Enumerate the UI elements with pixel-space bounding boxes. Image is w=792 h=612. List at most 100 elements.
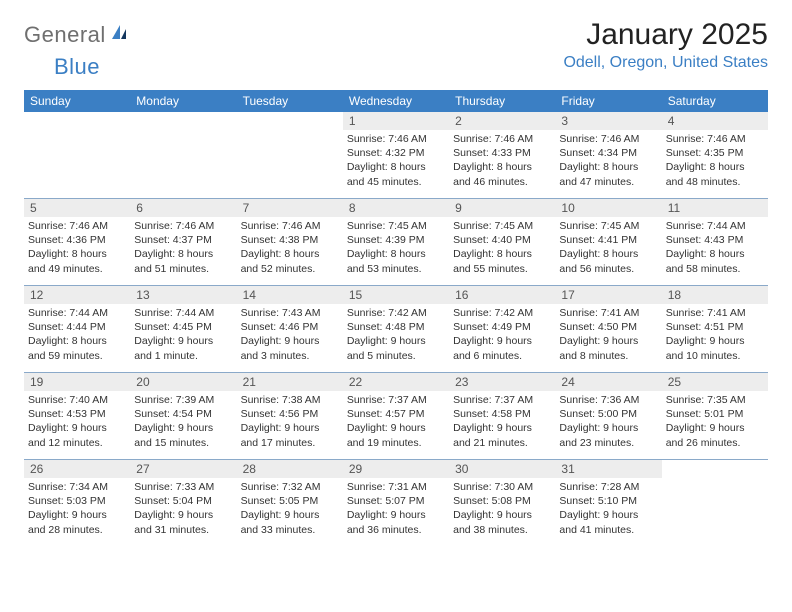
weekday-label: Friday [555, 90, 661, 112]
calendar-day: 22Sunrise: 7:37 AMSunset: 4:57 PMDayligh… [343, 373, 449, 459]
calendar-day: 18Sunrise: 7:41 AMSunset: 4:51 PMDayligh… [662, 286, 768, 372]
day-details: Sunrise: 7:28 AMSunset: 5:10 PMDaylight:… [555, 478, 661, 541]
day-details: Sunrise: 7:32 AMSunset: 5:05 PMDaylight:… [237, 478, 343, 541]
sunrise-text: Sunrise: 7:46 AM [134, 219, 232, 233]
day-number: 9 [449, 199, 555, 217]
calendar-day: 1Sunrise: 7:46 AMSunset: 4:32 PMDaylight… [343, 112, 449, 198]
calendar-day: 13Sunrise: 7:44 AMSunset: 4:45 PMDayligh… [130, 286, 236, 372]
daylight-text: Daylight: 8 hours and 58 minutes. [666, 247, 764, 275]
calendar-day: 31Sunrise: 7:28 AMSunset: 5:10 PMDayligh… [555, 460, 661, 546]
sunset-text: Sunset: 5:07 PM [347, 494, 445, 508]
sunrise-text: Sunrise: 7:38 AM [241, 393, 339, 407]
sunrise-text: Sunrise: 7:30 AM [453, 480, 551, 494]
sunrise-text: Sunrise: 7:34 AM [28, 480, 126, 494]
day-number: 4 [662, 112, 768, 130]
sunset-text: Sunset: 5:08 PM [453, 494, 551, 508]
calendar-day: 26Sunrise: 7:34 AMSunset: 5:03 PMDayligh… [24, 460, 130, 546]
day-number: 24 [555, 373, 661, 391]
day-details: Sunrise: 7:35 AMSunset: 5:01 PMDaylight:… [662, 391, 768, 454]
day-details: Sunrise: 7:42 AMSunset: 4:48 PMDaylight:… [343, 304, 449, 367]
calendar-day [130, 112, 236, 198]
calendar-week: 19Sunrise: 7:40 AMSunset: 4:53 PMDayligh… [24, 372, 768, 459]
calendar-day: 28Sunrise: 7:32 AMSunset: 5:05 PMDayligh… [237, 460, 343, 546]
day-details: Sunrise: 7:45 AMSunset: 4:41 PMDaylight:… [555, 217, 661, 280]
weekday-label: Wednesday [343, 90, 449, 112]
calendar-day: 19Sunrise: 7:40 AMSunset: 4:53 PMDayligh… [24, 373, 130, 459]
sunrise-text: Sunrise: 7:46 AM [666, 132, 764, 146]
day-number: 12 [24, 286, 130, 304]
calendar-day [237, 112, 343, 198]
sunrise-text: Sunrise: 7:33 AM [134, 480, 232, 494]
sunset-text: Sunset: 4:56 PM [241, 407, 339, 421]
day-details: Sunrise: 7:44 AMSunset: 4:44 PMDaylight:… [24, 304, 130, 367]
daylight-text: Daylight: 8 hours and 53 minutes. [347, 247, 445, 275]
day-number: 29 [343, 460, 449, 478]
day-details: Sunrise: 7:43 AMSunset: 4:46 PMDaylight:… [237, 304, 343, 367]
sunrise-text: Sunrise: 7:41 AM [559, 306, 657, 320]
calendar-day [662, 460, 768, 546]
brand-logo: General [24, 18, 132, 48]
day-details: Sunrise: 7:46 AMSunset: 4:32 PMDaylight:… [343, 130, 449, 193]
daylight-text: Daylight: 9 hours and 38 minutes. [453, 508, 551, 536]
day-number: 23 [449, 373, 555, 391]
calendar-day: 20Sunrise: 7:39 AMSunset: 4:54 PMDayligh… [130, 373, 236, 459]
sunset-text: Sunset: 4:44 PM [28, 320, 126, 334]
calendar-day: 3Sunrise: 7:46 AMSunset: 4:34 PMDaylight… [555, 112, 661, 198]
location-label: Odell, Oregon, United States [563, 54, 768, 72]
daylight-text: Daylight: 8 hours and 59 minutes. [28, 334, 126, 362]
calendar-day: 27Sunrise: 7:33 AMSunset: 5:04 PMDayligh… [130, 460, 236, 546]
day-details: Sunrise: 7:46 AMSunset: 4:34 PMDaylight:… [555, 130, 661, 193]
day-number: 11 [662, 199, 768, 217]
daylight-text: Daylight: 9 hours and 26 minutes. [666, 421, 764, 449]
sunrise-text: Sunrise: 7:45 AM [347, 219, 445, 233]
sunrise-text: Sunrise: 7:46 AM [347, 132, 445, 146]
calendar-day: 25Sunrise: 7:35 AMSunset: 5:01 PMDayligh… [662, 373, 768, 459]
sunrise-text: Sunrise: 7:32 AM [241, 480, 339, 494]
day-number: 3 [555, 112, 661, 130]
sunset-text: Sunset: 4:53 PM [28, 407, 126, 421]
daylight-text: Daylight: 9 hours and 36 minutes. [347, 508, 445, 536]
day-details: Sunrise: 7:41 AMSunset: 4:50 PMDaylight:… [555, 304, 661, 367]
calendar-week: 5Sunrise: 7:46 AMSunset: 4:36 PMDaylight… [24, 198, 768, 285]
day-number: 10 [555, 199, 661, 217]
day-number: 15 [343, 286, 449, 304]
day-details: Sunrise: 7:46 AMSunset: 4:33 PMDaylight:… [449, 130, 555, 193]
sunset-text: Sunset: 4:43 PM [666, 233, 764, 247]
sunset-text: Sunset: 4:32 PM [347, 146, 445, 160]
daylight-text: Daylight: 9 hours and 21 minutes. [453, 421, 551, 449]
day-number: 25 [662, 373, 768, 391]
sunset-text: Sunset: 4:50 PM [559, 320, 657, 334]
day-details: Sunrise: 7:44 AMSunset: 4:45 PMDaylight:… [130, 304, 236, 367]
sunset-text: Sunset: 4:35 PM [666, 146, 764, 160]
day-details: Sunrise: 7:30 AMSunset: 5:08 PMDaylight:… [449, 478, 555, 541]
day-number: 2 [449, 112, 555, 130]
calendar-day: 9Sunrise: 7:45 AMSunset: 4:40 PMDaylight… [449, 199, 555, 285]
day-details: Sunrise: 7:46 AMSunset: 4:38 PMDaylight:… [237, 217, 343, 280]
sunset-text: Sunset: 4:46 PM [241, 320, 339, 334]
sunset-text: Sunset: 5:10 PM [559, 494, 657, 508]
calendar-day: 21 Sunrise: 7:38 AMSunset: 4:56 PMDayligh… [237, 373, 343, 459]
sunset-text: Sunset: 4:39 PM [347, 233, 445, 247]
weekday-label: Monday [130, 90, 236, 112]
sunrise-text: Sunrise: 7:37 AM [347, 393, 445, 407]
day-number: 18 [662, 286, 768, 304]
sunrise-text: Sunrise: 7:46 AM [241, 219, 339, 233]
day-details: Sunrise: 7:46 AMSunset: 4:37 PMDaylight:… [130, 217, 236, 280]
day-number: 30 [449, 460, 555, 478]
calendar-day: 16Sunrise: 7:42 AMSunset: 4:49 PMDayligh… [449, 286, 555, 372]
month-title: January 2025 [563, 18, 768, 52]
daylight-text: Daylight: 9 hours and 17 minutes. [241, 421, 339, 449]
sunset-text: Sunset: 5:00 PM [559, 407, 657, 421]
day-number: 6 [130, 199, 236, 217]
day-number: 21 [237, 373, 343, 391]
calendar-day: 7Sunrise: 7:46 AMSunset: 4:38 PMDaylight… [237, 199, 343, 285]
daylight-text: Daylight: 9 hours and 28 minutes. [28, 508, 126, 536]
day-number: 31 [555, 460, 661, 478]
day-number: 13 [130, 286, 236, 304]
daylight-text: Daylight: 9 hours and 23 minutes. [559, 421, 657, 449]
sunrise-text: Sunrise: 7:43 AM [241, 306, 339, 320]
sunset-text: Sunset: 4:58 PM [453, 407, 551, 421]
daylight-text: Daylight: 8 hours and 56 minutes. [559, 247, 657, 275]
day-details: Sunrise: 7:42 AMSunset: 4:49 PMDaylight:… [449, 304, 555, 367]
day-details: Sunrise: 7:37 AMSunset: 4:57 PMDaylight:… [343, 391, 449, 454]
